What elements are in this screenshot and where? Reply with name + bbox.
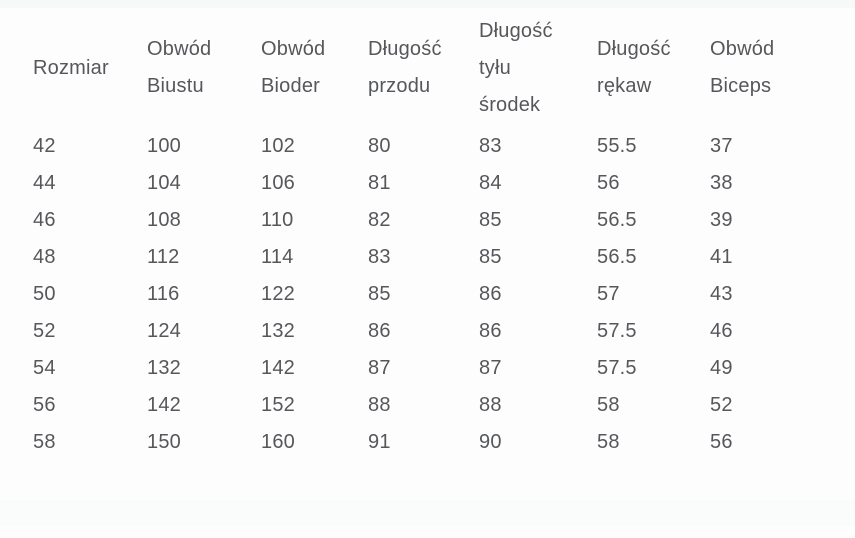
header-line: Bioder (261, 75, 321, 97)
header-line: Rozmiar (33, 56, 109, 79)
header-line: tyłu (479, 56, 511, 79)
cell-dlugosc-przodu: 87 (368, 357, 391, 379)
header-line: Długość (479, 19, 553, 42)
cell-obwod-bioder: 110 (261, 209, 294, 231)
cell-dlugosc-tylu-srodek: 84 (479, 172, 502, 194)
cell-obwod-biceps: 56 (710, 431, 733, 453)
table-row-size-50: 50 116 122 85 86 57 43 (33, 276, 855, 313)
col-header-dlugosc-tylu-srodek: Długość tyłu środek (479, 8, 597, 128)
col-header-obwod-biustu: Obwód Biustu (147, 8, 261, 128)
cell-rozmiar: 42 (33, 135, 56, 157)
header-line: Biustu (147, 75, 204, 97)
cell-dlugosc-rekaw: 58 (597, 431, 620, 453)
col-header-obwod-bioder: Obwód Bioder (261, 8, 368, 128)
cell-obwod-bioder: 122 (261, 283, 295, 305)
cell-dlugosc-tylu-srodek: 88 (479, 394, 502, 416)
cell-dlugosc-rekaw: 57 (597, 283, 620, 305)
cell-obwod-bioder: 132 (261, 320, 295, 342)
cell-rozmiar: 50 (33, 283, 56, 305)
cell-dlugosc-tylu-srodek: 85 (479, 209, 502, 231)
size-chart: Rozmiar Obwód Biustu Obwód Bioder Długoś… (33, 8, 855, 461)
cell-rozmiar: 52 (33, 320, 56, 342)
cell-obwod-biustu: 108 (147, 209, 181, 231)
cell-obwod-biustu: 112 (147, 246, 180, 268)
top-edge-band (0, 0, 855, 8)
header-line: Obwód (261, 38, 326, 60)
cell-rozmiar: 54 (33, 357, 56, 379)
cell-rozmiar: 48 (33, 246, 56, 268)
cell-dlugosc-przodu: 86 (368, 320, 391, 342)
cell-rozmiar: 58 (33, 431, 56, 453)
cell-dlugosc-przodu: 88 (368, 394, 391, 416)
cell-obwod-biceps: 38 (710, 172, 733, 194)
cell-obwod-biustu: 116 (147, 283, 180, 305)
cell-dlugosc-tylu-srodek: 90 (479, 431, 502, 453)
cell-obwod-biceps: 43 (710, 283, 733, 305)
cell-obwod-biustu: 100 (147, 135, 181, 157)
cell-obwod-bioder: 142 (261, 357, 295, 379)
cell-dlugosc-rekaw: 56.5 (597, 246, 637, 268)
cell-rozmiar: 46 (33, 209, 56, 231)
cell-obwod-bioder: 114 (261, 246, 294, 268)
cell-obwod-biceps: 49 (710, 357, 733, 379)
header-line: Biceps (710, 75, 772, 97)
table-row-size-42: 42 100 102 80 83 55.5 37 (33, 128, 855, 165)
cell-dlugosc-przodu: 80 (368, 135, 391, 157)
cell-dlugosc-tylu-srodek: 83 (479, 135, 502, 157)
table-row-size-48: 48 112 114 83 85 56.5 41 (33, 239, 855, 276)
table-row-size-52: 52 124 132 86 86 57.5 46 (33, 313, 855, 350)
cell-dlugosc-przodu: 85 (368, 283, 391, 305)
cell-obwod-bioder: 102 (261, 135, 295, 157)
cell-obwod-biustu: 124 (147, 320, 181, 342)
header-line: przodu (368, 75, 431, 97)
cell-dlugosc-przodu: 83 (368, 246, 391, 268)
bottom-edge-band (0, 500, 855, 526)
cell-obwod-bioder: 106 (261, 172, 295, 194)
cell-obwod-bioder: 152 (261, 394, 295, 416)
cell-dlugosc-rekaw: 55.5 (597, 135, 637, 157)
col-header-obwod-biceps: Obwód Biceps (710, 8, 855, 128)
cell-obwod-biceps: 39 (710, 209, 733, 231)
table-row-size-44: 44 104 106 81 84 56 38 (33, 165, 855, 202)
cell-dlugosc-tylu-srodek: 87 (479, 357, 502, 379)
cell-obwod-biceps: 46 (710, 320, 733, 342)
col-header-dlugosc-rekaw: Długość rękaw (597, 8, 710, 128)
cell-dlugosc-rekaw: 56 (597, 172, 620, 194)
cell-dlugosc-tylu-srodek: 86 (479, 283, 502, 305)
cell-dlugosc-przodu: 81 (368, 172, 391, 194)
table-body: 42 100 102 80 83 55.5 37 44 104 106 81 8… (33, 128, 855, 461)
header-line: rękaw (597, 75, 652, 97)
cell-dlugosc-przodu: 91 (368, 431, 391, 453)
header-line: Długość (368, 38, 442, 60)
table-row-size-58: 58 150 160 91 90 58 56 (33, 424, 855, 461)
cell-dlugosc-przodu: 82 (368, 209, 391, 231)
cell-dlugosc-tylu-srodek: 85 (479, 246, 502, 268)
cell-dlugosc-rekaw: 57.5 (597, 320, 637, 342)
cell-rozmiar: 56 (33, 394, 56, 416)
size-chart-table: Rozmiar Obwód Biustu Obwód Bioder Długoś… (33, 8, 855, 461)
cell-obwod-biustu: 150 (147, 431, 181, 453)
table-row-size-54: 54 132 142 87 87 57.5 49 (33, 350, 855, 387)
table-header-row: Rozmiar Obwód Biustu Obwód Bioder Długoś… (33, 8, 855, 128)
header-line: Obwód (710, 38, 775, 60)
cell-dlugosc-rekaw: 58 (597, 394, 620, 416)
cell-obwod-biceps: 52 (710, 394, 733, 416)
cell-obwod-bioder: 160 (261, 431, 295, 453)
cell-dlugosc-rekaw: 56.5 (597, 209, 637, 231)
header-line: Długość (597, 38, 671, 60)
cell-dlugosc-rekaw: 57.5 (597, 357, 637, 379)
table-row-size-56: 56 142 152 88 88 58 52 (33, 387, 855, 424)
cell-dlugosc-tylu-srodek: 86 (479, 320, 502, 342)
header-line: Obwód (147, 38, 212, 60)
header-line: środek (479, 93, 541, 116)
cell-rozmiar: 44 (33, 172, 56, 194)
cell-obwod-biustu: 104 (147, 172, 181, 194)
col-header-dlugosc-przodu: Długość przodu (368, 8, 479, 128)
col-header-rozmiar: Rozmiar (33, 8, 147, 128)
table-row-size-46: 46 108 110 82 85 56.5 39 (33, 202, 855, 239)
cell-obwod-biustu: 132 (147, 357, 181, 379)
cell-obwod-biustu: 142 (147, 394, 181, 416)
cell-obwod-biceps: 41 (710, 246, 733, 268)
cell-obwod-biceps: 37 (710, 135, 733, 157)
